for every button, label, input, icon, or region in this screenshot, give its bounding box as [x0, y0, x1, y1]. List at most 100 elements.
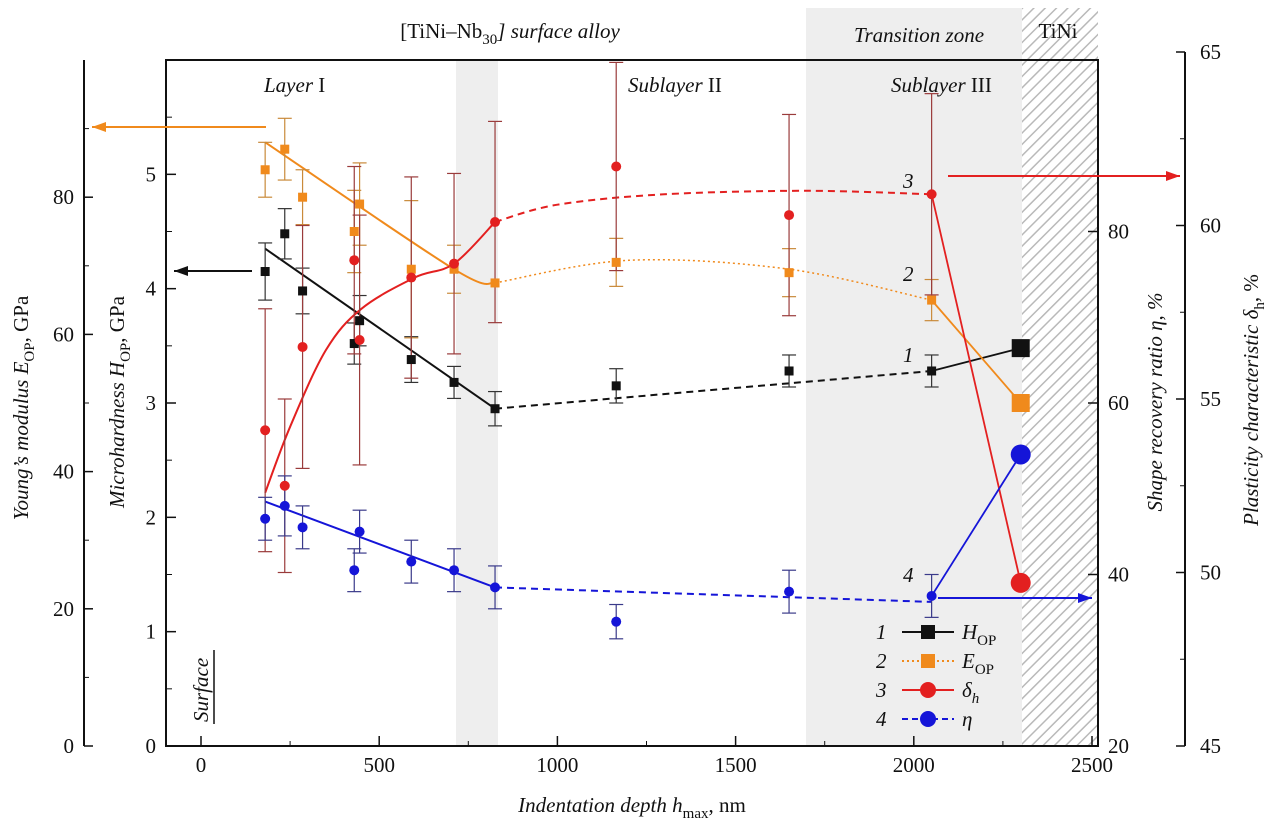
legend-number: 1	[876, 620, 887, 644]
delta-point	[354, 335, 365, 346]
delta-point	[279, 480, 290, 491]
H-point	[298, 286, 308, 296]
legend-marker	[921, 625, 935, 639]
sublayer3-label: Sublayer III	[891, 73, 992, 97]
H-point	[280, 229, 290, 239]
delta-fit-dashed	[494, 189, 932, 223]
x-tick-label: 0	[196, 753, 207, 777]
micro-arrow-head	[174, 266, 188, 276]
tini-hatch-zone	[1022, 8, 1098, 746]
young-tick-label: 80	[53, 185, 74, 209]
plast-axis-title: Plasticity characteristic δh, %	[1239, 274, 1268, 527]
x-tick-label: 1500	[715, 753, 757, 777]
sublayer2-label: Sublayer II	[628, 73, 722, 97]
micro-tick-label: 4	[146, 277, 157, 301]
legend-label: η	[962, 707, 972, 731]
srr-tick-label: 40	[1108, 563, 1129, 587]
H-point	[406, 355, 416, 365]
x-tick-label: 2000	[893, 753, 935, 777]
eta-link-line	[930, 453, 1022, 597]
E-point	[784, 268, 794, 278]
E-link-line	[930, 299, 1022, 404]
delta-point	[490, 217, 501, 228]
H-fit-dashed	[494, 370, 932, 410]
H-point	[927, 366, 937, 376]
H-point	[1011, 339, 1030, 358]
micro-tick-label: 5	[146, 162, 157, 186]
surface-alloy-label: [TiNi–Nb30] surface alloy	[400, 19, 620, 48]
curve-number-2: 2	[903, 262, 914, 286]
legend-label: EOP	[961, 649, 994, 678]
eta-point	[784, 586, 795, 597]
H-point	[449, 377, 459, 387]
plast-tick-label: 65	[1200, 40, 1221, 64]
E-fit-dotted	[494, 258, 932, 301]
delta-point	[349, 255, 360, 266]
transition-zone-label: Transition zone	[854, 23, 984, 47]
srr-axis-title: Shape recovery ratio η, %	[1143, 293, 1167, 512]
micro-tick-label: 3	[146, 391, 157, 415]
E-point	[611, 257, 621, 267]
E-fit-solid	[264, 141, 496, 286]
E-point	[260, 165, 270, 175]
srr-arrow-head	[1078, 593, 1092, 603]
delta-link-line	[930, 194, 1022, 584]
x-tick-label: 1000	[536, 753, 578, 777]
legend-number: 4	[876, 707, 887, 731]
legend-label: δh	[962, 678, 979, 707]
eta-point	[260, 513, 271, 524]
x-tick-label: 2500	[1071, 753, 1113, 777]
eta-fit-dashed	[494, 586, 932, 603]
micro-tick-label: 2	[146, 505, 157, 529]
eta-point	[490, 582, 501, 593]
plast-tick-label: 45	[1200, 734, 1221, 758]
eta-point	[926, 590, 937, 601]
H-point	[355, 316, 365, 326]
srr-tick-label: 80	[1108, 220, 1129, 244]
delta-point	[611, 161, 622, 172]
delta-point	[260, 425, 271, 436]
legend-number: 3	[875, 678, 887, 702]
young-tick-label: 40	[53, 460, 74, 484]
eta-point	[1010, 444, 1031, 465]
H-point	[784, 366, 794, 376]
transition-zone-band	[806, 8, 1022, 746]
plast-tick-label: 50	[1200, 561, 1221, 585]
plast-arrow-head	[1166, 171, 1180, 181]
plast-tick-label: 55	[1200, 387, 1221, 411]
E-point	[490, 278, 500, 288]
E-point	[927, 295, 937, 305]
H-point	[490, 404, 500, 414]
srr-tick-label: 60	[1108, 391, 1129, 415]
E-point	[355, 199, 365, 209]
legend-marker	[920, 682, 936, 698]
legend-marker	[921, 654, 935, 668]
young-tick-label: 0	[64, 734, 75, 758]
delta-point	[784, 210, 795, 221]
data-markers	[260, 144, 1031, 627]
H-point	[349, 339, 359, 349]
eta-point	[611, 616, 622, 627]
eta-point	[406, 556, 417, 567]
legend-number: 2	[876, 649, 887, 673]
E-point	[298, 192, 308, 202]
curve-numbers: 1 2 3 4	[902, 169, 914, 587]
eta-point	[349, 565, 360, 576]
curve-number-1: 1	[903, 343, 914, 367]
zone-backgrounds	[456, 8, 1098, 746]
legend: 1 HOP 2 EOP 3 δh 4 η	[875, 620, 996, 731]
srr-tick-label: 20	[1108, 734, 1129, 758]
young-tick-label: 20	[53, 597, 74, 621]
eta-point	[279, 500, 290, 511]
E-point	[449, 264, 459, 274]
curve-number-4: 4	[903, 563, 914, 587]
eta-point	[297, 522, 308, 533]
transition-band-narrow	[456, 60, 498, 746]
axis-arrows	[92, 122, 1180, 603]
E-point	[406, 264, 416, 274]
micro-axis-title: Microhardness HOP, GPa	[105, 295, 134, 509]
E-point	[1011, 394, 1030, 412]
young-axis-title: Young’s modulus EOP, GPa	[9, 295, 38, 520]
young-arrow-head	[92, 122, 106, 132]
